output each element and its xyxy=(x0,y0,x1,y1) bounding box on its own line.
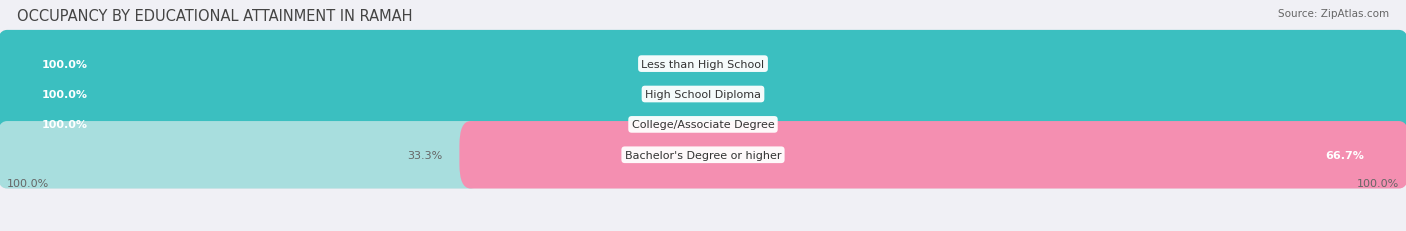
FancyBboxPatch shape xyxy=(0,61,1406,128)
Text: 100.0%: 100.0% xyxy=(42,90,87,100)
Text: 100.0%: 100.0% xyxy=(42,120,87,130)
FancyBboxPatch shape xyxy=(0,61,1406,128)
FancyBboxPatch shape xyxy=(0,91,1406,158)
Text: High School Diploma: High School Diploma xyxy=(645,90,761,100)
Text: Bachelor's Degree or higher: Bachelor's Degree or higher xyxy=(624,150,782,160)
Text: OCCUPANCY BY EDUCATIONAL ATTAINMENT IN RAMAH: OCCUPANCY BY EDUCATIONAL ATTAINMENT IN R… xyxy=(17,9,412,24)
FancyBboxPatch shape xyxy=(0,31,1406,98)
FancyBboxPatch shape xyxy=(0,122,1406,189)
Text: 100.0%: 100.0% xyxy=(42,59,87,69)
FancyBboxPatch shape xyxy=(0,91,1406,158)
Text: College/Associate Degree: College/Associate Degree xyxy=(631,120,775,130)
Text: 100.0%: 100.0% xyxy=(7,178,49,188)
Text: 33.3%: 33.3% xyxy=(408,150,443,160)
FancyBboxPatch shape xyxy=(0,122,482,189)
Text: Source: ZipAtlas.com: Source: ZipAtlas.com xyxy=(1278,9,1389,19)
Text: 100.0%: 100.0% xyxy=(1357,178,1399,188)
Text: Less than High School: Less than High School xyxy=(641,59,765,69)
FancyBboxPatch shape xyxy=(0,31,1406,98)
FancyBboxPatch shape xyxy=(460,122,1406,189)
Text: 66.7%: 66.7% xyxy=(1326,150,1364,160)
